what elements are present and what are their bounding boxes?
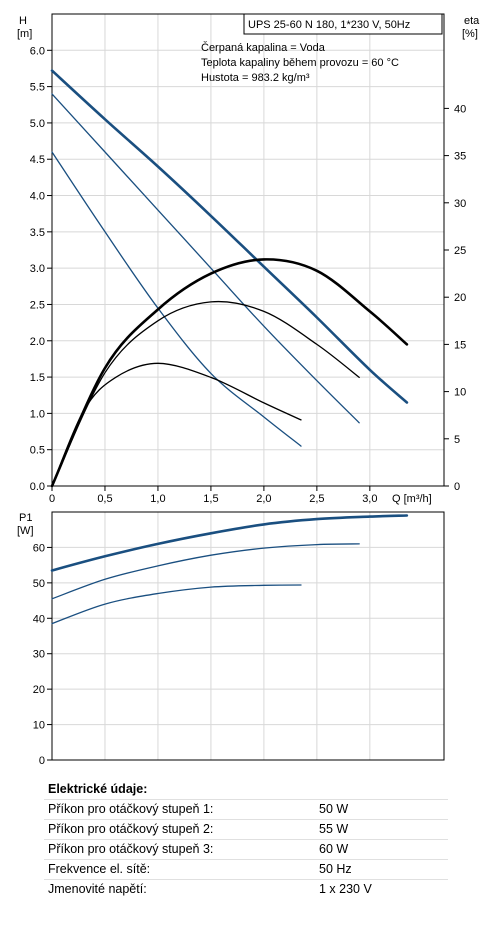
y-right-tick-label: 35 [454,151,466,163]
y-right-tick-label: 20 [454,292,466,304]
efficiency-curve-4 [50,258,409,488]
pump-performance-chart: 0 0,5 1,0 1,5 2,0 2,5 3,0 0.0 0.5 1.0 1.5 2.0 2.5 3.0… [17,13,480,767]
p1-tick-label: 40 [33,613,45,625]
electrical-row-label: Příkon pro otáčkový stupeň 1: [48,802,214,816]
electrical-row: Příkon pro otáčkový stupeň 2: 55 W [44,819,448,839]
electrical-row-value: 1 x 230 V [319,882,372,896]
x-tick-label: 0,5 [97,493,112,505]
head-curve-2 [51,93,360,424]
y-left-tick-label: 5.5 [30,82,45,94]
efficiency-curve-5 [51,300,360,487]
y-right-tick-label: 30 [454,198,466,210]
electrical-row: Jmenovité napětí: 1 x 230 V [44,879,448,899]
head-curve-3 [51,151,302,447]
electrical-row-value: 50 W [319,802,349,816]
electrical-row-value: 60 W [319,842,349,856]
power-curve-2 [51,543,360,600]
power-curve-3 [51,584,302,625]
y-right-label-unit: [%] [462,28,478,40]
info-line-1: Čerpaná kapalina = Voda [201,41,326,54]
x-tick-label: 0 [49,493,55,505]
y-left-tick-label: 3.0 [30,263,45,275]
y-left-tick-label: 0.5 [30,445,45,457]
head-curve-1 [50,69,409,404]
y-right-tick-label: 5 [454,434,460,446]
power-chart-series [50,514,409,625]
y-left-label-unit: [m] [17,28,32,40]
x-tick-label: 1,0 [150,493,165,505]
electrical-row: Frekvence el. sítě: 50 Hz [44,859,448,879]
y-left-tick-label: 6.0 [30,45,45,57]
y-left-tick-label: 1.5 [30,372,45,384]
fluid-info: Čerpaná kapalina = Voda Teplota kapaliny… [201,41,399,84]
y-right-tick-label: 40 [454,103,466,115]
y-right-tick-label: 25 [454,245,466,257]
y-left-tick-label: 3.5 [30,227,45,239]
power-chart-axes: 0 10 20 30 40 50 60 [33,542,52,767]
electrical-rows: Příkon pro otáčkový stupeň 1: 50 W Příkon … [44,800,448,899]
info-line-2: Teplota kapaliny během provozu = 60 °C [201,57,399,69]
electrical-heading: Elektrické údaje: [44,780,448,800]
x-axis-label: Q [m³/h] [392,493,432,505]
info-line-3: Hustota = 983.2 kg/m³ [201,72,310,84]
y-left-tick-label: 2.5 [30,299,45,311]
chart-title-box: UPS 25-60 N 180, 1*230 V, 50Hz [243,13,443,35]
p1-label: P1 [19,512,32,524]
p1-tick-label: 60 [33,542,45,554]
x-tick-label: 3,0 [362,493,377,505]
y-left-label-h: H [19,15,27,27]
power-chart-grid [51,511,445,761]
electrical-row-label: Příkon pro otáčkový stupeň 2: [48,822,214,836]
p1-tick-label: 0 [39,755,45,767]
hq-chart-axes: 0 0,5 1,0 1,5 2,0 2,5 3,0 0.0 0.5 1.0 1.5 2.0 2.5 3.0… [30,45,467,505]
p1-tick-label: 10 [33,720,45,732]
power-curve-1 [50,514,409,572]
p1-label-unit: [W] [17,525,34,537]
p1-plot-frame [51,511,445,761]
y-left-tick-label: 4.0 [30,191,45,203]
y-left-tick-label: 1.0 [30,408,45,420]
y-left-tick-label: 5.0 [30,118,45,130]
p1-tick-label: 20 [33,684,45,696]
electrical-row-label: Příkon pro otáčkový stupeň 3: [48,842,214,856]
electrical-data-table: Elektrické údaje: Příkon pro otáčkový st… [44,780,448,899]
electrical-row-label: Frekvence el. sítě: [48,862,151,876]
electrical-row-value: 50 Hz [319,862,352,876]
x-tick-label: 2,5 [309,493,324,505]
hq-chart-series [50,69,409,488]
y-right-tick-label: 0 [454,481,460,493]
electrical-row: Příkon pro otáčkový stupeň 1: 50 W [44,800,448,819]
x-tick-label: 2,0 [256,493,271,505]
x-tick-label: 1,5 [203,493,218,505]
axis-labels: H [m] eta [%] Q [m³/h] P1 [W] [17,15,480,537]
electrical-row: Příkon pro otáčkový stupeň 3: 60 W [44,839,448,859]
y-right-tick-label: 10 [454,387,466,399]
y-right-label-eta: eta [464,15,480,27]
chart-title: UPS 25-60 N 180, 1*230 V, 50Hz [248,19,410,31]
p1-tick-label: 30 [33,649,45,661]
y-left-tick-label: 4.5 [30,154,45,166]
p1-tick-label: 50 [33,578,45,590]
efficiency-curve-6 [51,362,302,487]
electrical-row-value: 55 W [319,822,349,836]
y-left-tick-label: 0.0 [30,481,45,493]
y-left-tick-label: 2.0 [30,336,45,348]
electrical-row-label: Jmenovité napětí: [48,882,147,896]
y-right-tick-label: 15 [454,339,466,351]
